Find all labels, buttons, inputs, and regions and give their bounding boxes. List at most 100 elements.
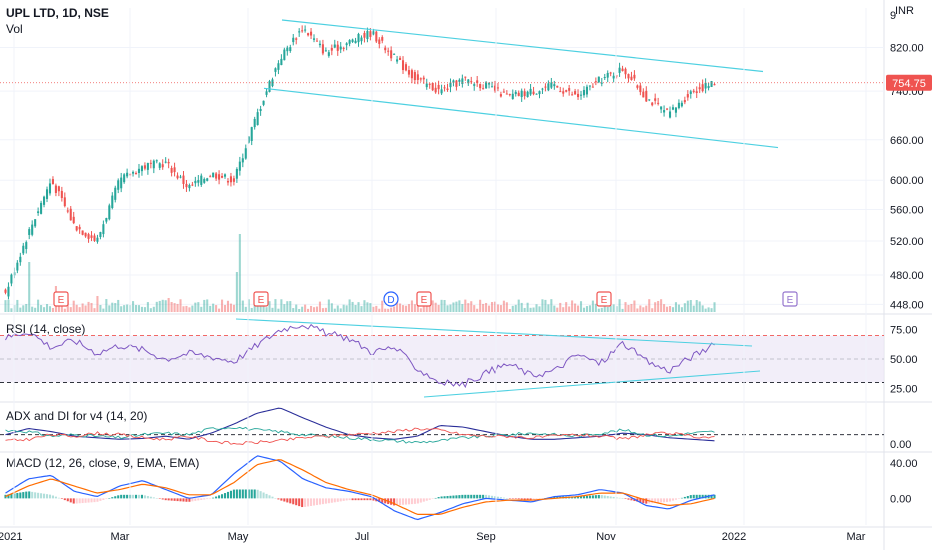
candle-body bbox=[636, 85, 639, 88]
volume-bar bbox=[413, 304, 416, 312]
macd-histogram-bar bbox=[16, 492, 19, 499]
rsi-tick-label: 50.00 bbox=[890, 354, 918, 366]
volume-bar bbox=[206, 299, 209, 312]
candle-body bbox=[351, 39, 354, 42]
candle-body bbox=[84, 232, 87, 237]
volume-bar bbox=[176, 303, 179, 312]
macd-histogram-bar bbox=[324, 498, 327, 504]
candle-body bbox=[686, 94, 689, 98]
volume-bar bbox=[493, 301, 497, 312]
macd-histogram-bar bbox=[244, 489, 247, 499]
macd-histogram-bar bbox=[158, 498, 161, 499]
event-marker bbox=[782, 291, 798, 307]
volume-bar bbox=[407, 304, 410, 312]
volume-bar bbox=[357, 302, 360, 312]
volume-bar bbox=[384, 308, 387, 312]
macd-histogram-bar bbox=[488, 495, 491, 499]
macd-histogram-bar bbox=[200, 498, 203, 500]
volume-bar bbox=[375, 305, 378, 312]
macd-histogram-bar bbox=[143, 495, 146, 499]
volume-bar bbox=[508, 308, 511, 312]
volume-bar bbox=[43, 307, 46, 312]
symbol-title[interactable]: UPL LTD, 1D, NSE bbox=[6, 6, 109, 20]
event-label: E bbox=[601, 295, 608, 306]
macd-histogram-bar bbox=[253, 489, 256, 499]
macd-histogram-bar bbox=[57, 497, 60, 499]
last-price-label: 754.75 bbox=[892, 78, 926, 90]
macd-histogram-bar bbox=[298, 498, 301, 507]
candle-body bbox=[529, 88, 532, 95]
macd-histogram-bar bbox=[479, 494, 482, 499]
time-tick-label: 2021 bbox=[0, 531, 22, 543]
volume-bar bbox=[117, 299, 120, 312]
volume-bar bbox=[253, 302, 256, 312]
candle-body bbox=[40, 202, 43, 214]
macd-histogram-bar bbox=[416, 498, 419, 504]
candle-body bbox=[345, 43, 348, 46]
volume-bar bbox=[538, 306, 541, 312]
volume-bar bbox=[630, 303, 633, 312]
macd-histogram-bar bbox=[283, 498, 286, 502]
volume-bar bbox=[378, 308, 381, 312]
volume-bar bbox=[280, 299, 283, 312]
macd-histogram-bar bbox=[111, 497, 114, 499]
candle-body bbox=[34, 219, 37, 227]
candle-body bbox=[612, 75, 615, 79]
candle-body bbox=[126, 172, 129, 177]
volume-bar bbox=[140, 306, 143, 312]
volume-bar bbox=[701, 305, 704, 312]
volume-bar bbox=[404, 305, 408, 312]
candle-body bbox=[639, 85, 642, 93]
volume-bar bbox=[674, 302, 677, 312]
macd-histogram-bar bbox=[461, 494, 464, 499]
volume-bar bbox=[330, 303, 333, 312]
candle-body bbox=[57, 186, 60, 192]
volume-bar bbox=[90, 302, 93, 312]
candle-body bbox=[413, 72, 416, 81]
volume-bar bbox=[663, 304, 666, 312]
candle-body bbox=[167, 162, 170, 164]
candle-body bbox=[568, 88, 571, 91]
candle-body bbox=[161, 164, 164, 168]
volume-bar bbox=[218, 308, 221, 312]
currency-label[interactable]: INR bbox=[895, 5, 914, 17]
candle-body bbox=[393, 53, 396, 55]
volume-bar bbox=[99, 304, 102, 312]
macd-histogram-bar bbox=[69, 498, 72, 503]
candle-body bbox=[579, 94, 583, 96]
volume-bar bbox=[425, 302, 428, 312]
macd-histogram-bar bbox=[265, 493, 268, 499]
candle-body bbox=[663, 110, 666, 113]
macd-histogram-bar bbox=[301, 498, 304, 508]
candle-body bbox=[502, 91, 505, 93]
time-tick-label: Sep bbox=[476, 531, 496, 543]
volume-bar bbox=[381, 300, 384, 312]
volume-bar bbox=[455, 301, 458, 312]
candle-body bbox=[164, 161, 167, 163]
macd-histogram-bar bbox=[384, 498, 387, 504]
macd-histogram-bar bbox=[310, 498, 313, 506]
macd-histogram-bar bbox=[203, 498, 206, 500]
macd-histogram-bar bbox=[404, 498, 408, 505]
macd-histogram-bar bbox=[710, 494, 713, 499]
macd-histogram-bar bbox=[191, 498, 194, 502]
volume-bar bbox=[473, 305, 476, 312]
candle-body bbox=[437, 84, 440, 90]
volume-bar bbox=[307, 308, 310, 312]
candle-body bbox=[618, 67, 621, 73]
candle-body bbox=[354, 40, 357, 44]
volume-bar bbox=[339, 308, 342, 312]
price-tick-label: 520.00 bbox=[890, 236, 924, 248]
candle-body bbox=[137, 168, 141, 174]
candle-body bbox=[253, 118, 256, 128]
macd-tick-label: 0.00 bbox=[890, 493, 911, 505]
candle-body bbox=[357, 33, 360, 43]
volume-bar bbox=[571, 300, 574, 312]
volume-bar bbox=[363, 300, 366, 312]
candle-body bbox=[642, 91, 645, 98]
volume-bar bbox=[286, 301, 289, 312]
volume-bar bbox=[496, 304, 499, 312]
volume-bar bbox=[609, 305, 612, 312]
volume-bar bbox=[577, 305, 580, 312]
